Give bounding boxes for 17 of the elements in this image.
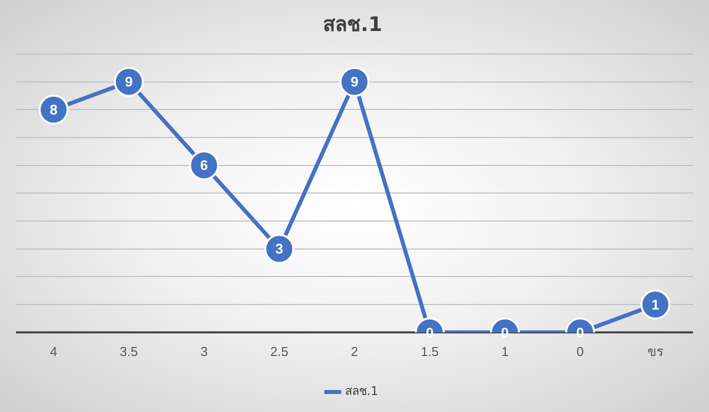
data-label: 9 <box>350 74 359 90</box>
legend-label: สลช.1 <box>344 384 378 398</box>
data-label: 6 <box>200 157 208 174</box>
x-tick-label: 4 <box>50 344 58 359</box>
x-tick-label: 0 <box>576 344 584 359</box>
x-tick-label: 3.5 <box>120 344 138 359</box>
x-tick-label: 2.5 <box>270 344 288 359</box>
data-label: 9 <box>124 74 133 90</box>
x-tick-label: 1 <box>501 344 509 359</box>
chart-title: สลช.1 <box>322 12 382 36</box>
x-tick-label: 2 <box>350 344 358 359</box>
data-label: 8 <box>50 102 58 118</box>
x-tick-label: ขร <box>647 344 664 359</box>
x-tick-label: 1.5 <box>420 344 439 359</box>
data-label: 1 <box>651 296 660 312</box>
x-tick-label: 3 <box>200 344 208 359</box>
data-label: 3 <box>275 240 284 257</box>
